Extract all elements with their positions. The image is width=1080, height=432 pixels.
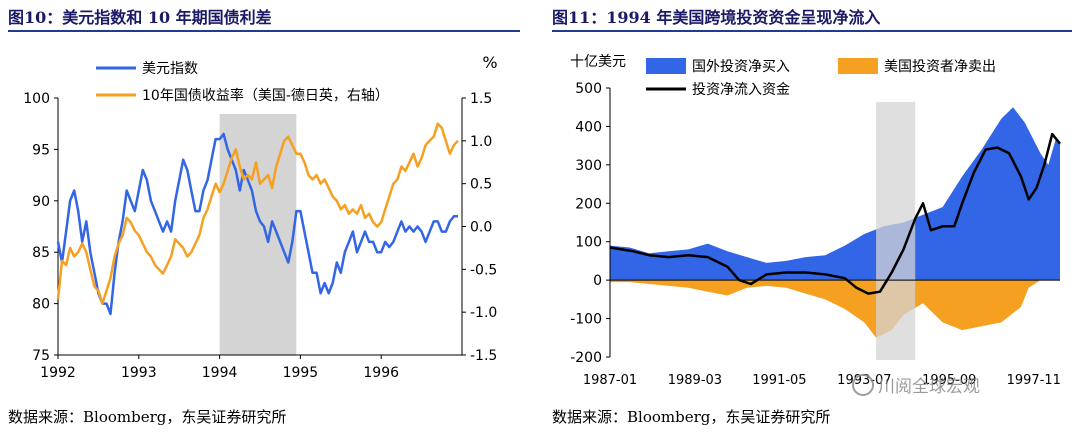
right-y-unit-label: 十亿美元 bbox=[570, 54, 626, 70]
left-y2-tick-label: 0.5 bbox=[470, 177, 492, 193]
left-shaded-region bbox=[219, 114, 297, 355]
right-y-tick-label: 200 bbox=[575, 196, 602, 212]
left-y2-unit-label: % bbox=[482, 53, 497, 72]
right-x-tick-label: 1989-03 bbox=[668, 373, 722, 388]
right-chart-source: 数据来源：Bloomberg，东吴证券研究所 bbox=[552, 408, 831, 426]
right-y-tick-label: 0 bbox=[593, 273, 602, 289]
watermark: 川阅全球宏观 bbox=[852, 372, 980, 397]
right-y-tick-label: -200 bbox=[570, 350, 602, 366]
right-y-tick-label: -100 bbox=[570, 312, 602, 328]
right-y-tick-label: 100 bbox=[575, 235, 602, 251]
right-x-tick-label: 1991-05 bbox=[752, 373, 806, 388]
left-legend-label: 美元指数 bbox=[142, 61, 198, 77]
right-x-tick-label: 1997-11 bbox=[1007, 373, 1061, 388]
left-x-tick-label: 1995 bbox=[283, 365, 319, 381]
left-x-tick-label: 1992 bbox=[40, 365, 76, 381]
right-legend-swatch bbox=[646, 58, 686, 74]
left-chart-title: 图10：美元指数和 10 年期国债利差 bbox=[8, 8, 272, 27]
left-y2-tick-label: 0.0 bbox=[470, 220, 492, 236]
left-x-tick-label: 1994 bbox=[202, 365, 238, 381]
right-series-foreign-buying bbox=[610, 107, 1060, 281]
left-y2-tick-label: 1.0 bbox=[470, 134, 492, 150]
right-legend-swatch bbox=[838, 58, 878, 74]
left-chart-source: 数据来源：Bloomberg，东吴证券研究所 bbox=[8, 408, 287, 426]
left-series-dollar-index bbox=[56, 132, 458, 316]
left-y2-tick-label: 1.5 bbox=[470, 91, 492, 107]
right-y-tick-label: 400 bbox=[575, 119, 602, 135]
right-title-rule bbox=[552, 30, 1072, 32]
right-series-net-inflow bbox=[609, 132, 1061, 295]
left-legend-label: 10年国债收益率（美国-德日英，右轴） bbox=[142, 87, 389, 104]
left-x-tick-label: 1996 bbox=[363, 365, 399, 381]
right-x-tick-label: 1995-09 bbox=[922, 373, 976, 388]
right-y-tick-label: 500 bbox=[575, 81, 602, 97]
right-x-tick-label: 1987-01 bbox=[583, 373, 637, 388]
right-y-tick-label: 300 bbox=[575, 158, 602, 174]
left-y2-tick-label: -0.5 bbox=[470, 262, 497, 278]
left-y-tick-label: 95 bbox=[32, 142, 50, 158]
left-y-tick-label: 85 bbox=[32, 245, 50, 261]
left-title-rule bbox=[8, 30, 520, 32]
left-y-tick-label: 80 bbox=[32, 297, 50, 313]
left-y2-tick-label: -1.5 bbox=[470, 348, 497, 364]
right-chart-title: 图11：1994 年美国跨境投资资金呈现净流入 bbox=[552, 8, 881, 27]
watermark-text: 川阅全球宏观 bbox=[878, 377, 980, 397]
left-y-tick-label: 90 bbox=[32, 194, 50, 210]
right-legend-label: 国外投资净买入 bbox=[692, 59, 790, 75]
left-y2-tick-label: -1.0 bbox=[470, 305, 497, 321]
right-legend-label: 投资净流入资金 bbox=[692, 82, 790, 98]
left-series-yield-spread bbox=[56, 122, 459, 305]
wechat-icon bbox=[852, 374, 874, 396]
left-y-tick-label: 100 bbox=[23, 91, 50, 107]
right-shaded-region bbox=[876, 102, 916, 360]
right-series-us-selling bbox=[610, 280, 1060, 338]
right-legend-label: 美国投资者净卖出 bbox=[884, 59, 996, 75]
left-x-tick-label: 1993 bbox=[121, 365, 157, 381]
left-y-tick-label: 75 bbox=[32, 348, 50, 364]
